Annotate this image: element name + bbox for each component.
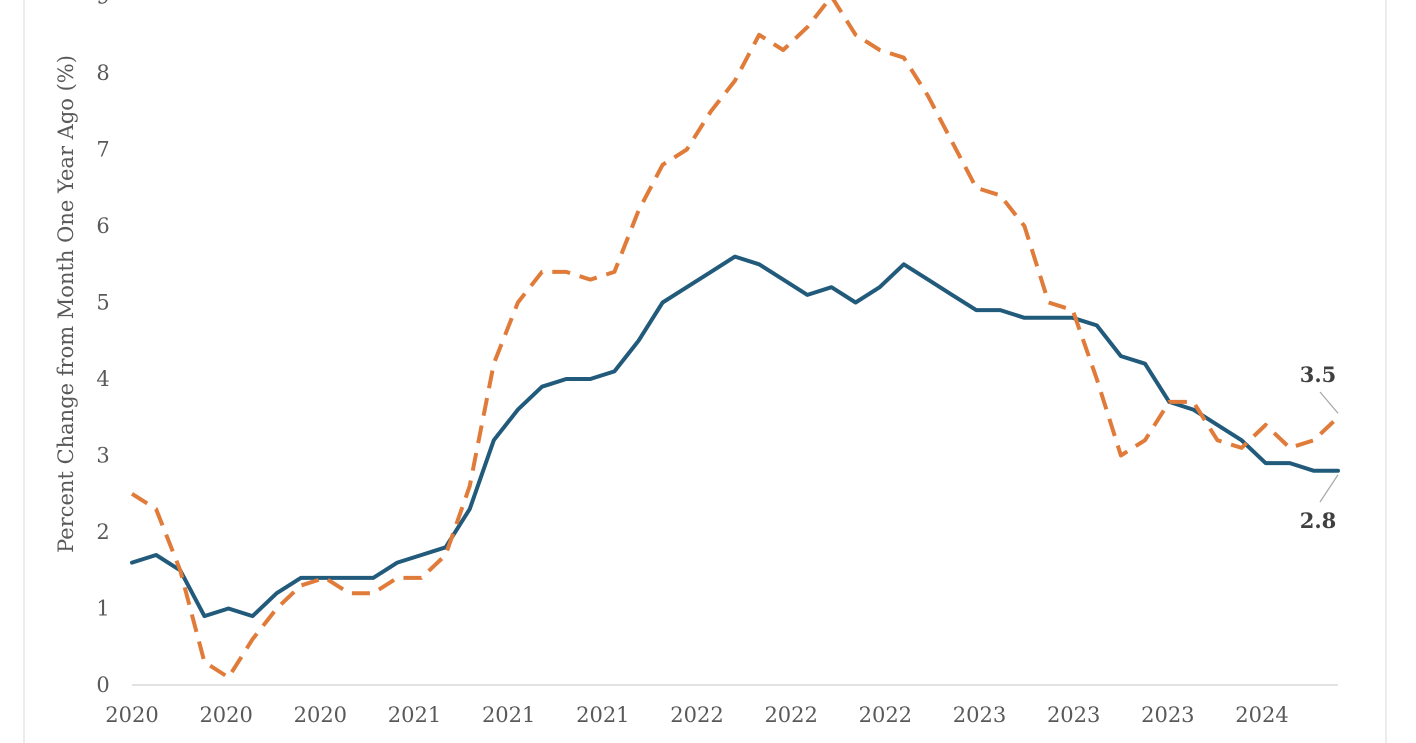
- x-tick-label: 2020: [199, 703, 252, 727]
- end-value-label: 2.8: [1300, 508, 1337, 533]
- x-tick-label: 2024: [1235, 703, 1288, 727]
- end-label-leader: [1319, 391, 1339, 414]
- end-value-label: 3.5: [1300, 362, 1337, 387]
- y-axis-title-group: Percent Change from Month One Year Ago (…: [54, 55, 78, 553]
- x-tick-label: 2020: [105, 703, 158, 727]
- y-tick-label: 6: [96, 214, 109, 238]
- end-label-leader: [1319, 474, 1339, 503]
- x-tick-label: 2020: [294, 703, 347, 727]
- y-tick-label: 4: [96, 367, 109, 391]
- y-tick-label: 2: [96, 520, 109, 544]
- x-tick-label: 2022: [670, 703, 723, 727]
- series-line-solid: [130, 254, 1340, 619]
- y-tick-label: 5: [96, 291, 109, 315]
- x-tick-label: 2023: [1141, 703, 1194, 727]
- series-group: [130, 0, 1340, 680]
- y-tick-label: 3: [96, 444, 109, 468]
- x-tick-label: 2021: [482, 703, 535, 727]
- y-tick-label: 7: [96, 138, 109, 162]
- y-axis-title: Percent Change from Month One Year Ago (…: [54, 55, 78, 553]
- x-tick-label: 2021: [576, 703, 629, 727]
- x-axis-ticks: 2020 2020 2020 2021 2021 2021 2022 2022 2022 2023…: [105, 703, 1288, 727]
- x-tick-label: 2022: [859, 703, 912, 727]
- x-tick-label: 2023: [953, 703, 1006, 727]
- y-tick-label: 1: [96, 597, 109, 621]
- end-labels: 2.8 3.5: [1300, 362, 1339, 533]
- y-axis-ticks: 0 1 2 3 4 5 6 7 8 9: [96, 0, 109, 697]
- y-tick-label: 9: [96, 0, 109, 9]
- x-tick-label: 2022: [764, 703, 817, 727]
- y-tick-label: 8: [96, 61, 109, 85]
- y-tick-label: 0: [96, 673, 109, 697]
- series-line-dashed: [130, 0, 1340, 680]
- x-tick-label: 2023: [1047, 703, 1100, 727]
- x-tick-label: 2021: [388, 703, 441, 727]
